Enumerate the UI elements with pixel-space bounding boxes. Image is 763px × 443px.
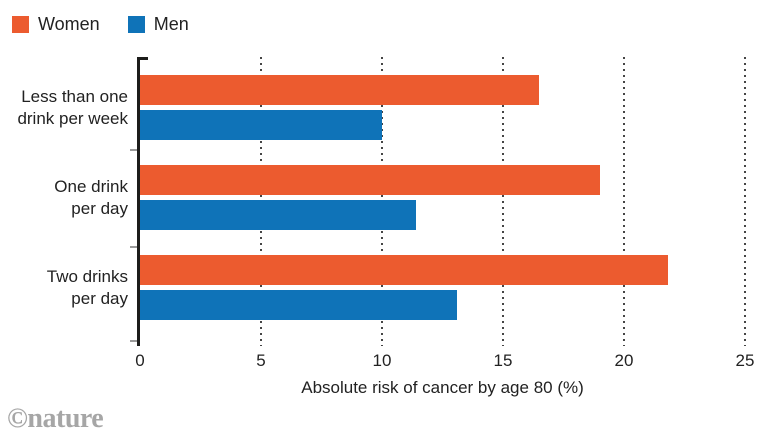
category-label-line: drink per week — [17, 108, 128, 128]
y-axis-tick-1 — [130, 246, 137, 248]
x-tick-label-0: 0 — [135, 351, 145, 370]
bar-men-1 — [140, 200, 416, 230]
x-tick-label-25: 25 — [735, 351, 755, 370]
x-tick-label-15: 15 — [493, 351, 513, 370]
nature-credit: ©nature — [7, 403, 104, 434]
category-label-0: Less than one drink per week — [0, 86, 128, 130]
category-label-line: One drink — [54, 176, 128, 196]
category-label-1: One drink per day — [0, 176, 128, 220]
bar-women-2 — [140, 255, 668, 285]
y-axis-tick-0 — [130, 149, 137, 151]
x-tick-label-20: 20 — [614, 351, 634, 370]
bar-women-1 — [140, 165, 600, 195]
y-axis-tick-2 — [130, 340, 137, 342]
y-axis — [137, 57, 140, 346]
category-label-line: per day — [71, 288, 128, 308]
gridline-15 — [502, 57, 504, 346]
x-tick-label-10: 10 — [372, 351, 392, 370]
legend-label: Men — [153, 14, 189, 34]
legend-swatch-men — [127, 16, 145, 33]
category-label-line: Two drinks — [46, 266, 128, 286]
legend-item-women: Women — [12, 14, 100, 35]
bar-men-2 — [140, 290, 458, 320]
gridline-20 — [623, 57, 625, 346]
legend: Women Men — [12, 14, 189, 35]
legend-swatch-women — [12, 16, 29, 33]
x-tick-label-5: 5 — [256, 351, 266, 370]
category-label-2: Two drinks per day — [0, 266, 128, 310]
y-axis-top-cap — [137, 57, 148, 60]
category-label-line: Less than one — [21, 86, 128, 106]
bar-women-0 — [140, 75, 540, 105]
x-axis-title: Absolute risk of cancer by age 80 (%) — [301, 378, 584, 397]
bar-men-0 — [140, 110, 382, 140]
category-label-line: per day — [71, 198, 128, 218]
legend-item-men: Men — [127, 14, 189, 35]
legend-label: Women — [38, 14, 100, 34]
gridline-25 — [744, 57, 746, 346]
